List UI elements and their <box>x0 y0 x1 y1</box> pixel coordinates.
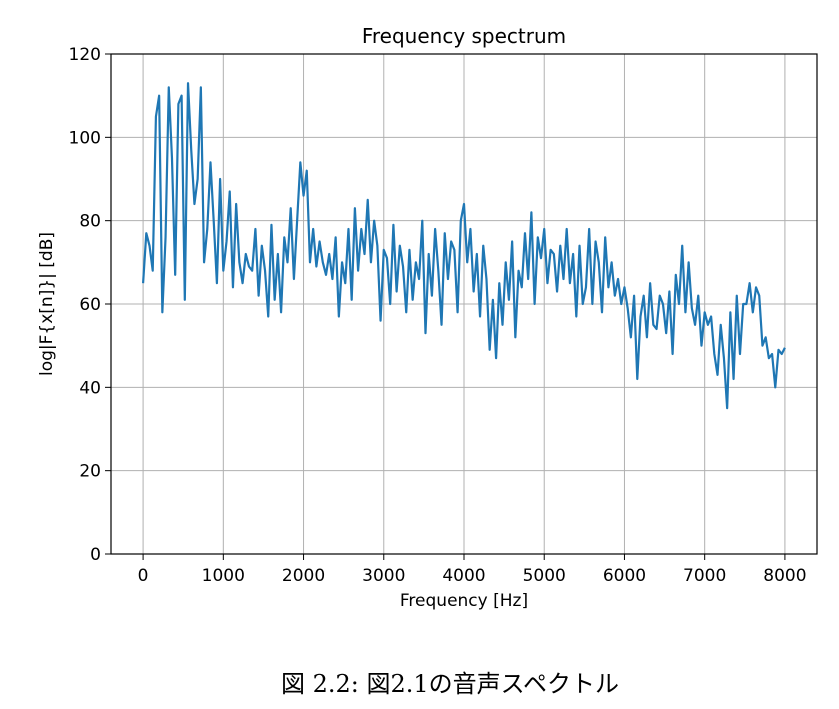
x-tick-label: 8000 <box>763 566 806 586</box>
y-tick-label: 120 <box>69 45 101 65</box>
chart-title: Frequency spectrum <box>362 24 566 48</box>
y-tick-label: 100 <box>69 128 101 148</box>
x-tick-label: 2000 <box>282 566 325 586</box>
x-tick-label: 5000 <box>523 566 566 586</box>
y-tick-label: 20 <box>79 462 101 482</box>
y-tick-label: 40 <box>79 378 101 398</box>
x-tick-label: 3000 <box>362 566 405 586</box>
y-tick-label: 80 <box>79 212 101 232</box>
plot-frame <box>110 53 818 555</box>
x-tick-label: 6000 <box>603 566 646 586</box>
x-tick-label: 7000 <box>683 566 726 586</box>
figure-caption: 図 2.2: 図2.1の音声スペクトル <box>281 670 619 698</box>
x-tick-label: 1000 <box>202 566 245 586</box>
y-axis-label: log|F{x[n]}| [dB] <box>37 232 57 376</box>
y-tick-label: 0 <box>90 545 101 565</box>
x-tick-label: 4000 <box>442 566 485 586</box>
y-tick-label: 60 <box>79 295 101 315</box>
line-series <box>141 82 786 410</box>
x-axis-label: Frequency [Hz] <box>400 591 528 611</box>
x-tick-label: 0 <box>138 566 149 586</box>
